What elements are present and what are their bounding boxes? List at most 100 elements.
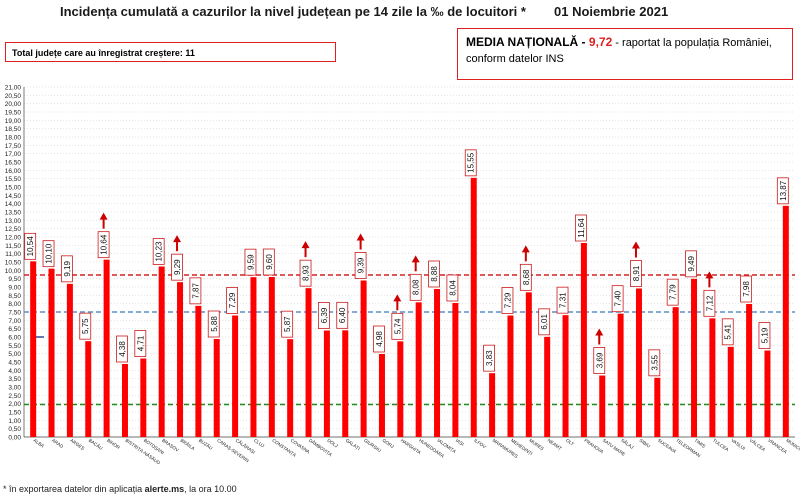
data-label: 3,69 (595, 352, 604, 368)
bar (470, 177, 477, 438)
increase-count-box: Total județe care au înregistrat creșter… (5, 42, 336, 62)
y-tick-label: 4,00 (8, 368, 21, 375)
data-label: 7,29 (228, 292, 237, 308)
data-label: 8,04 (448, 280, 457, 296)
data-label: 7,40 (614, 290, 623, 306)
bar (617, 313, 624, 437)
y-tick-label: 9,00 (8, 285, 21, 292)
data-label-box (281, 310, 294, 338)
y-tick-label: 18,50 (5, 126, 22, 133)
category-label: ILFOV (473, 438, 488, 450)
bar (691, 278, 698, 437)
y-tick-label: 15,00 (5, 185, 22, 192)
data-label-box (336, 301, 349, 329)
data-label: 7,79 (669, 284, 678, 300)
data-label-box (519, 263, 532, 291)
chart-title: Incidența cumulată a cazurilor la nivel … (60, 4, 526, 19)
y-tick-label: 20,00 (5, 101, 22, 108)
y-tick-label: 5,50 (8, 343, 21, 350)
data-label: 13,87 (779, 180, 788, 201)
y-tick-label: 19,00 (5, 118, 22, 125)
bar (782, 205, 789, 437)
data-label-box (116, 335, 128, 363)
bar (158, 266, 165, 437)
y-tick-label: 4,50 (8, 360, 21, 367)
y-tick-label: 6,00 (8, 335, 21, 342)
y-tick-label: 21,00 (5, 85, 22, 92)
data-label-box (611, 285, 624, 313)
y-tick-label: 1,50 (8, 410, 21, 417)
bar (727, 346, 734, 437)
data-label: 9,29 (173, 259, 182, 275)
category-label: ALBA (33, 438, 46, 449)
y-tick-label: 19,50 (5, 110, 22, 117)
category-label: TULCEA (712, 438, 730, 453)
y-tick-label: 17,50 (5, 143, 22, 150)
footnote: * în exportarea datelor din aplicația al… (3, 484, 237, 494)
y-tick-label: 15,50 (5, 176, 22, 183)
y-tick-label: 10,00 (5, 268, 22, 275)
bar (213, 339, 220, 437)
category-label: BIHOR (106, 438, 121, 451)
category-label: NEAMȚ (547, 438, 563, 451)
data-label: 5,87 (283, 316, 292, 332)
y-tick-label: 8,50 (8, 293, 21, 300)
data-label-box (703, 289, 716, 317)
y-tick-label: 13,00 (5, 218, 22, 225)
bar (415, 302, 422, 437)
category-label: SĂLAJ (620, 437, 635, 450)
data-label: 8,93 (302, 265, 311, 281)
increase-arrow-head (411, 255, 420, 263)
data-label-box (317, 302, 330, 329)
data-label: 8,08 (412, 279, 421, 295)
data-label: 5,74 (393, 318, 402, 334)
y-tick-label: 13,50 (5, 210, 22, 217)
data-label-box (354, 252, 367, 279)
data-label-box (42, 240, 55, 268)
y-tick-label: 9,50 (8, 276, 21, 283)
increase-arrow-head (173, 235, 182, 243)
bar (525, 292, 532, 437)
national-average-box: MEDIA NAȚIONALĂ - 9,72 - raportat la pop… (457, 28, 793, 80)
data-label-box (538, 308, 551, 336)
y-tick-label: 7,00 (8, 318, 21, 325)
national-average-label: MEDIA NAȚIONALĂ (466, 35, 579, 49)
bar (599, 375, 606, 437)
data-label: 9,59 (246, 254, 255, 270)
data-label: 10,64 (100, 234, 109, 255)
bar (232, 315, 239, 437)
category-label: OLT (565, 438, 575, 447)
increase-arrow-head (521, 245, 530, 253)
data-label: 5,75 (81, 318, 90, 334)
national-average-source: conform datelor INS (466, 53, 564, 65)
bar (452, 303, 459, 437)
data-label-box (666, 278, 679, 306)
bar (342, 330, 349, 437)
data-label: 6,01 (540, 314, 549, 330)
bar (250, 277, 257, 437)
y-tick-label: 3,00 (8, 385, 21, 392)
bar (140, 358, 147, 437)
y-tick-label: 10,50 (5, 260, 22, 267)
bar (672, 307, 679, 437)
bar (287, 339, 294, 437)
y-tick-label: 8,00 (8, 301, 21, 308)
data-label: 9,39 (357, 257, 366, 273)
bar (764, 350, 771, 437)
bar (268, 277, 275, 437)
data-label: 5,88 (210, 316, 219, 332)
increase-arrow-head (301, 241, 310, 249)
bar (323, 330, 330, 437)
y-tick-label: 17,00 (5, 151, 22, 158)
category-label: IAȘI (455, 438, 465, 447)
category-label: CARAȘ-SEVERIN (216, 438, 250, 464)
data-label: 9,60 (265, 254, 274, 270)
bar (66, 283, 73, 437)
data-label: 10,10 (45, 243, 54, 264)
y-tick-label: 3,50 (8, 376, 21, 383)
category-label: DOLJ (326, 438, 338, 449)
data-label-box (391, 312, 404, 340)
category-label: ARGEȘ (69, 438, 85, 451)
data-label: 9,49 (687, 256, 696, 272)
